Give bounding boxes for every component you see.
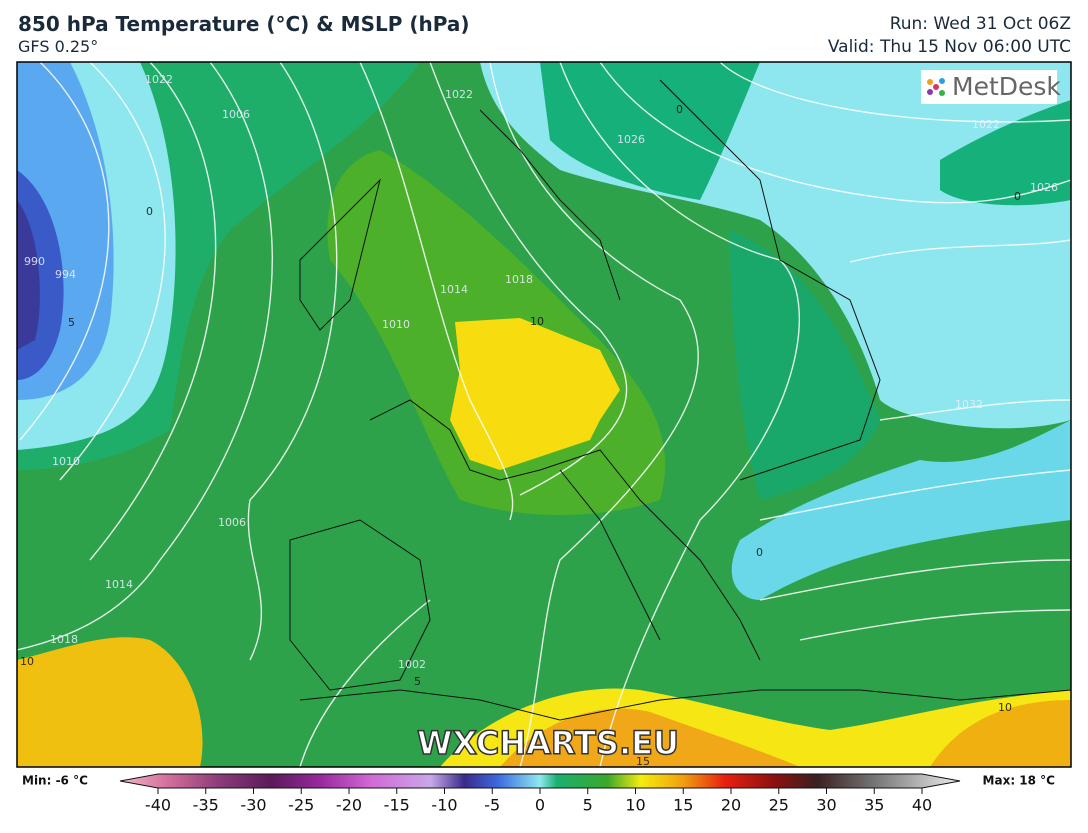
contour-label: 1014 [440,283,468,296]
run-time: Run: Wed 31 Oct 06Z [889,14,1071,34]
scale-tick-label: -30 [240,796,266,815]
contour-label: 10 [530,315,544,328]
contour-label: 0 [756,546,763,559]
contour-label: 0 [146,205,153,218]
scale-tick-label: -35 [193,796,219,815]
color-scale [119,773,961,789]
scale-tick-label: -15 [384,796,410,815]
scale-tick-label: 15 [673,796,693,815]
model-name: GFS 0.25° [18,37,99,56]
contour-label: 1014 [105,578,133,591]
contour-label: 994 [55,268,76,281]
logo-box [921,70,1057,104]
map-title: 850 hPa Temperature (°C) & MSLP (hPa) [18,12,470,36]
valid-time: Valid: Thu 15 Nov 06:00 UTC [827,37,1071,57]
contour-label: 0 [1014,190,1021,203]
contour-label: 5 [68,316,75,329]
scale-tick-label: 25 [769,796,789,815]
map-field: 1022 1006 0 990 994 5 1010 1006 1014 101… [17,62,1071,768]
logo-text: MetDesk [952,72,1061,101]
contour-label: 1006 [222,108,250,121]
scale-tick-label: -5 [484,796,500,815]
logo-icon [927,78,945,96]
contour-label: 1018 [50,633,78,646]
contour-label: 10 [998,701,1012,714]
scale-tick-label: -10 [431,796,457,815]
contour-label: 1026 [617,133,645,146]
legend-max: Max: 18 °C [983,774,1056,788]
scale-tick-label: 35 [864,796,884,815]
scale-tick-label: -25 [288,796,314,815]
contour-label: 1002 [398,658,426,671]
scale-tick-label: 5 [583,796,593,815]
contour-label: 1018 [505,273,533,286]
contour-label: 5 [414,675,421,688]
color-scale-ticks: -40 -35 -30 -25 -20 -15 -10 -5 0 5 10 15 20 25 30 35 40 [145,788,932,815]
contour-label: 1006 [218,516,246,529]
scale-tick-label: -20 [336,796,362,815]
contour-label: 1010 [382,318,410,331]
legend-min: Min: -6 °C [22,774,88,788]
contour-label: 1010 [52,455,80,468]
scale-tick-label: 10 [625,796,645,815]
scale-tick-label: -40 [145,796,171,815]
contour-label: 15 [636,755,650,768]
scale-tick-label: 0 [535,796,545,815]
contour-label: 10 [20,655,34,668]
contour-label: 1032 [955,398,983,411]
contour-label: 1022 [145,73,173,86]
contour-label: 990 [24,255,45,268]
contour-label: 1022 [445,88,473,101]
scale-tick-label: 30 [816,796,836,815]
contour-label: 0 [676,103,683,116]
contour-label: 1022 [972,118,1000,131]
scale-tick-label: 20 [721,796,741,815]
scale-tick-label: 40 [912,796,932,815]
watermark: WXCHARTS.EU [417,724,679,762]
contour-label: 1026 [1030,181,1058,194]
